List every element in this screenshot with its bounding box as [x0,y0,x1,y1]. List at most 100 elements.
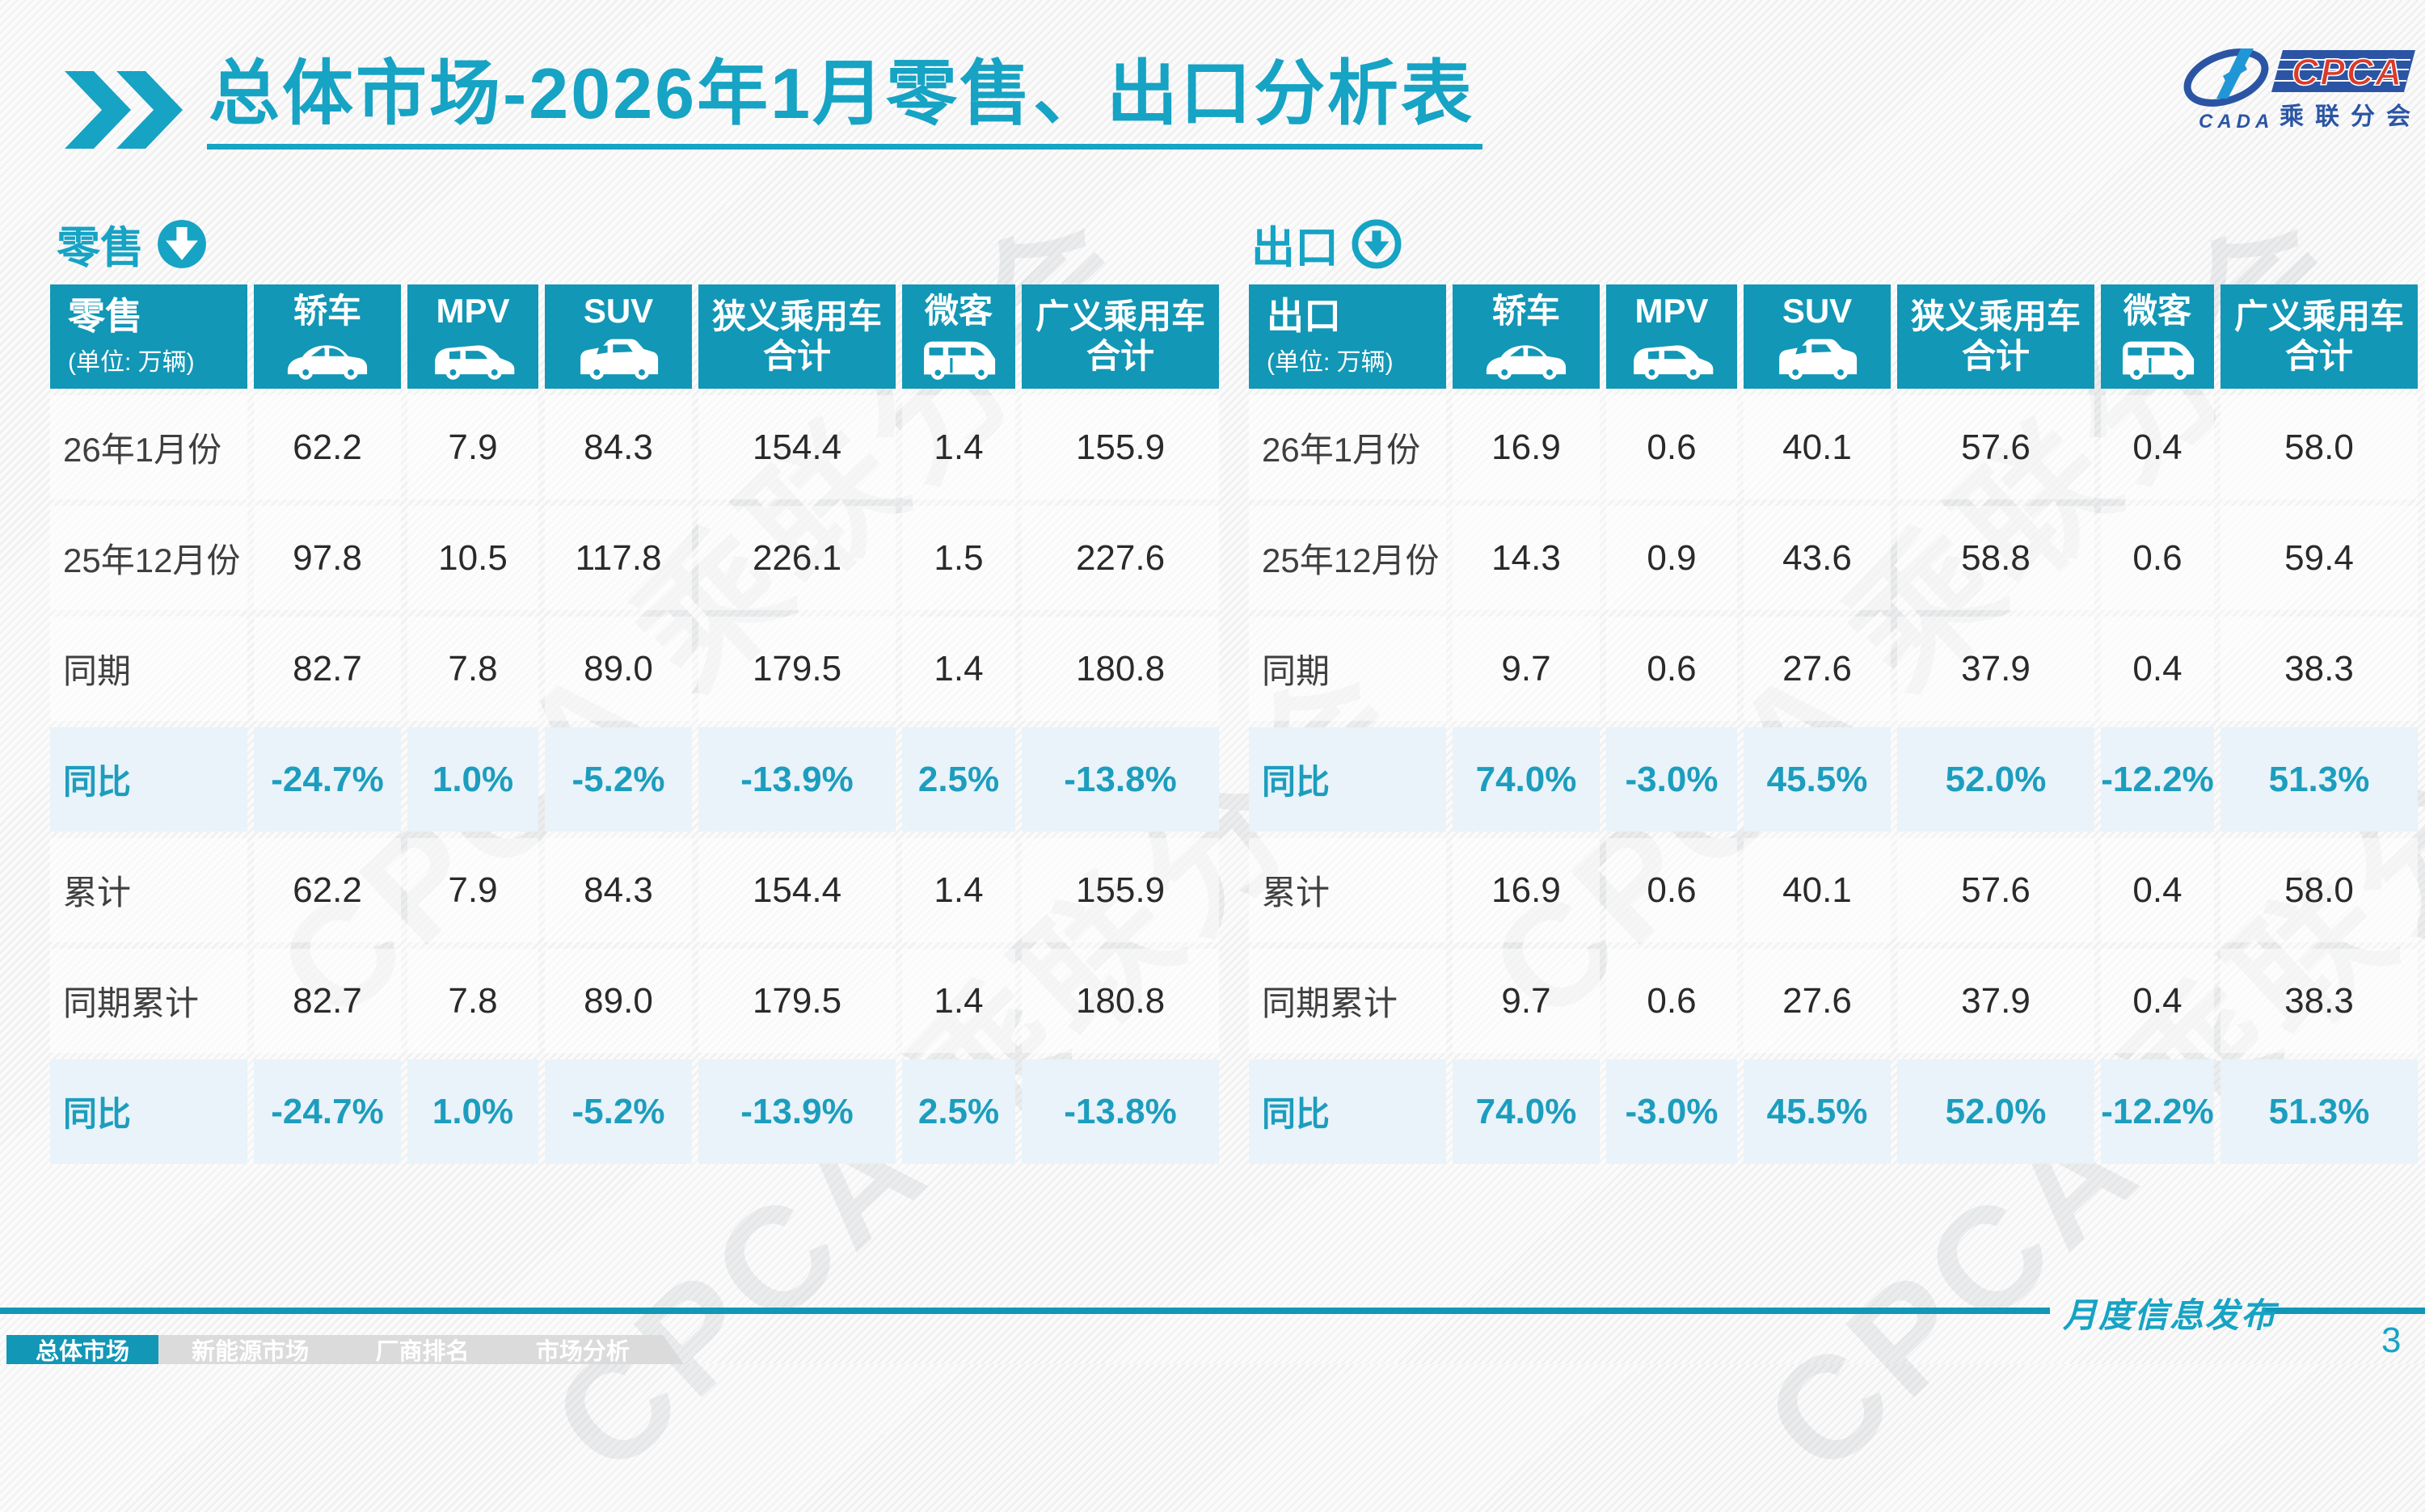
column-header: SUV [1744,284,1891,389]
cell-value: 84.3 [545,395,692,499]
cell-value: 0.6 [1606,395,1737,499]
cell-value: 52.0% [1897,727,2094,832]
cell-value: 43.6 [1744,506,1891,610]
column-header: SUV [545,284,692,389]
sedan-car-icon [1482,335,1571,381]
cell-value: 7.9 [407,395,538,499]
cell-value: 154.4 [698,838,896,942]
footer-rule-right [2263,1308,2425,1314]
cell-value: 0.6 [1606,949,1737,1053]
cell-value: 38.3 [2220,949,2418,1053]
row-label: 26年1月份 [1249,395,1446,499]
cell-value: -24.7% [254,727,401,832]
tab-厂商排名[interactable]: 厂商排名 [375,1339,470,1365]
column-header: 广义乘用车 合计 [2220,284,2418,389]
column-header: 轿车 [254,284,401,389]
page-number: 3 [2381,1320,2402,1360]
cell-value: 2.5% [902,1059,1015,1164]
row-label: 同比 [50,727,247,832]
cell-value: 58.0 [2220,395,2418,499]
cell-value: 74.0% [1453,727,1600,832]
column-header: 微客 [2101,284,2214,389]
cell-value: 38.3 [2220,617,2418,721]
cell-value: 2.5% [902,727,1015,832]
cell-value: 62.2 [254,395,401,499]
cell-value: 7.9 [407,838,538,942]
cpca-text: CPCA [2292,51,2403,93]
cell-value: 10.5 [407,506,538,610]
cell-value: 0.6 [1606,617,1737,721]
logo-subtitle: 乘联分会 [2280,103,2419,130]
cpca-logo: CADA CPCA 乘联分会 [2176,39,2419,138]
table-corner-title: 零售 [68,295,142,338]
cada-swoosh-icon [2183,48,2269,107]
cell-value: -13.8% [1022,727,1219,832]
column-header: MPV [407,284,538,389]
mpv-car-icon [428,335,517,381]
cell-value: -12.2% [2101,1059,2214,1164]
cell-value: 155.9 [1022,395,1219,499]
footer-note: 月度信息发布 [2063,1295,2277,1335]
cell-value: 57.6 [1897,395,2094,499]
export-table: 出口 (单位: 万辆) 轿车 MPV SUV 狭义乘用车 合计 [1249,284,2418,1164]
cell-value: 9.7 [1453,949,1600,1053]
microvan-icon [2115,335,2199,381]
retail-table: 零售 (单位: 万辆) 轿车 MPV SUV 狭义乘用车 合计 [50,284,1219,1164]
table-corner-header: 出口 (单位: 万辆) [1249,284,1446,389]
cell-value: 45.5% [1744,1059,1891,1164]
row-label: 25年12月份 [1249,506,1446,610]
column-header: MPV [1606,284,1737,389]
column-header: 微客 [902,284,1015,389]
cell-value: 0.9 [1606,506,1737,610]
sedan-car-icon [283,335,372,381]
unit-label: (单位: 万辆) [68,348,195,376]
cell-value: 180.8 [1022,617,1219,721]
cell-value: 9.7 [1453,617,1600,721]
cell-value: 16.9 [1453,395,1600,499]
cell-value: -5.2% [545,1059,692,1164]
cell-value: 51.3% [2220,1059,2418,1164]
column-header: 广义乘用车 合计 [1022,284,1219,389]
tab-strip: 新能源市场 厂商排名 市场分析 [158,1335,684,1364]
cell-value: 89.0 [545,949,692,1053]
table-corner-title: 出口 [1267,295,1341,338]
tab-市场分析[interactable]: 市场分析 [535,1339,630,1365]
cell-value: 1.4 [902,838,1015,942]
cell-value: 27.6 [1744,949,1891,1053]
microvan-icon [917,335,1001,381]
cell-value: 58.0 [2220,838,2418,942]
row-label: 同期累计 [1249,949,1446,1053]
cell-value: -3.0% [1606,727,1737,832]
circle-down-arrow-filled-icon [157,219,207,269]
cell-value: 7.8 [407,949,538,1053]
cell-value: 45.5% [1744,727,1891,832]
row-label: 累计 [1249,838,1446,942]
row-label: 同比 [50,1059,247,1164]
cell-value: 58.8 [1897,506,2094,610]
circle-down-arrow-outline-icon [1352,219,1402,269]
mpv-car-icon [1627,335,1716,381]
page-title: 总体市场-2026年1月零售、出口分析表 [207,57,1483,150]
row-label: 26年1月份 [50,395,247,499]
row-label: 同比 [1249,1059,1446,1164]
cell-value: 226.1 [698,506,896,610]
footer-rule-left [0,1308,2050,1314]
cell-value: 37.9 [1897,949,2094,1053]
cell-value: -13.9% [698,1059,896,1164]
cell-value: 1.4 [902,617,1015,721]
export-section-header: 出口 [1251,212,1402,276]
cell-value: 16.9 [1453,838,1600,942]
tab-总体市场[interactable]: 总体市场 [6,1335,158,1365]
cell-value: 7.8 [407,617,538,721]
retail-section-header: 零售 [57,212,207,276]
cell-value: 117.8 [545,506,692,610]
cell-value: 0.6 [2101,506,2214,610]
cell-value: 14.3 [1453,506,1600,610]
cell-value: 27.6 [1744,617,1891,721]
cell-value: 0.6 [1606,838,1737,942]
cell-value: 89.0 [545,617,692,721]
cell-value: 180.8 [1022,949,1219,1053]
cell-value: 1.5 [902,506,1015,610]
tab-新能源市场[interactable]: 新能源市场 [192,1339,310,1365]
